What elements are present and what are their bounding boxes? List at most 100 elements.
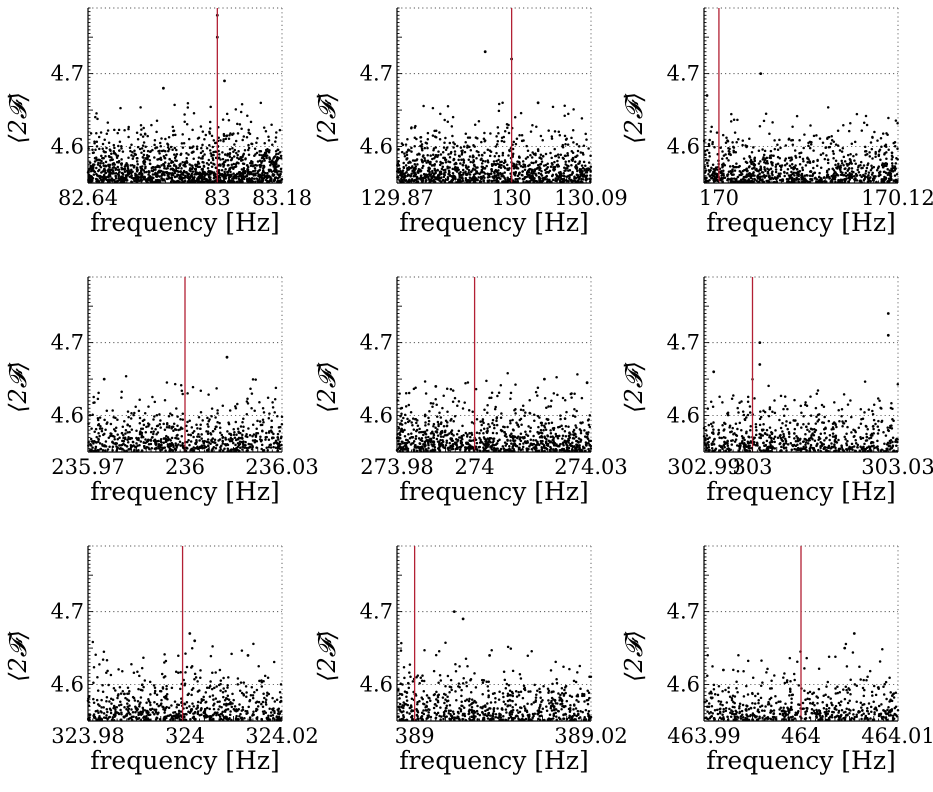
- data-point: [506, 439, 509, 442]
- data-point: [110, 152, 113, 156]
- data-point: [404, 392, 408, 395]
- data-point: [198, 439, 201, 442]
- data-point: [143, 411, 147, 415]
- data-point: [532, 172, 535, 175]
- data-point: [155, 130, 158, 134]
- data-point: [416, 153, 419, 156]
- data-point: [769, 149, 773, 153]
- data-point: [885, 162, 889, 165]
- data-point: [883, 144, 887, 148]
- data-point: [262, 411, 266, 414]
- data-point: [173, 175, 177, 179]
- data-point: [162, 178, 166, 182]
- data-point: [464, 382, 467, 385]
- data-point: [229, 433, 233, 437]
- data-point: [254, 378, 257, 381]
- x-axis-label: frequency [Hz]: [90, 208, 280, 237]
- data-point: [407, 161, 410, 165]
- data-point: [574, 155, 577, 159]
- scatter-points: [395, 371, 593, 453]
- data-point: [169, 145, 173, 149]
- data-point: [798, 155, 802, 159]
- data-point: [447, 448, 450, 452]
- data-point: [802, 146, 805, 150]
- data-point: [452, 146, 455, 149]
- data-point: [825, 154, 828, 157]
- data-point: [496, 394, 499, 398]
- data-point: [439, 435, 443, 438]
- data-point: [714, 179, 717, 182]
- data-point: [585, 171, 589, 174]
- data-point: [544, 152, 548, 156]
- data-point: [189, 440, 193, 443]
- data-point: [162, 441, 165, 444]
- data-point: [745, 169, 749, 173]
- data-point: [434, 426, 437, 430]
- data-point: [843, 160, 847, 163]
- data-point: [104, 155, 107, 158]
- data-point: [167, 149, 170, 153]
- data-point: [455, 441, 458, 445]
- data-point: [808, 146, 812, 150]
- data-point: [753, 156, 757, 159]
- data-point: [253, 147, 257, 151]
- data-point: [427, 435, 430, 439]
- data-point: [730, 112, 733, 116]
- data-point: [130, 143, 133, 146]
- data-point: [270, 123, 273, 126]
- data-point: [259, 423, 263, 427]
- data-point: [515, 177, 519, 181]
- data-point: [185, 429, 189, 433]
- data-point: [864, 172, 867, 175]
- data-point: [423, 146, 427, 150]
- data-point: [564, 167, 568, 170]
- data-point: [547, 405, 550, 408]
- data-point: [126, 169, 129, 173]
- data-point: [118, 170, 121, 174]
- data-point: [460, 149, 463, 153]
- data-point: [544, 171, 548, 174]
- data-point: [519, 164, 523, 168]
- data-point: [502, 140, 506, 143]
- x-tick-label: 83: [204, 186, 231, 210]
- data-point: [464, 132, 468, 135]
- data-point: [410, 172, 413, 176]
- data-point: [787, 156, 791, 160]
- data-point: [238, 178, 241, 182]
- data-point: [221, 118, 225, 121]
- data-point: [427, 160, 431, 164]
- data-point: [235, 172, 239, 176]
- data-point: [262, 421, 265, 424]
- data-point: [572, 179, 575, 183]
- data-point: [435, 437, 439, 441]
- data-point: [469, 149, 473, 152]
- data-point: [422, 104, 425, 108]
- x-axis-label: frequency [Hz]: [90, 477, 280, 506]
- data-point: [494, 405, 497, 409]
- data-point: [261, 429, 264, 433]
- data-point: [264, 152, 268, 155]
- data-point: [480, 157, 483, 160]
- data-point: [210, 407, 214, 410]
- data-point: [151, 148, 154, 152]
- data-point: [194, 171, 198, 175]
- data-point: [128, 425, 132, 428]
- data-point: [236, 122, 239, 126]
- data-point: [795, 168, 799, 171]
- data-point: [152, 418, 155, 421]
- data-point: [273, 411, 276, 414]
- data-point: [553, 160, 556, 164]
- data-point: [501, 153, 505, 157]
- data-point: [826, 137, 829, 141]
- data-point: [410, 432, 413, 435]
- data-point: [208, 120, 212, 124]
- data-point: [789, 174, 793, 177]
- data-point: [109, 149, 112, 153]
- data-point: [153, 400, 157, 404]
- data-point: [540, 424, 544, 427]
- data-point: [137, 436, 140, 440]
- y-tick-label: 4.6: [51, 135, 84, 159]
- data-point: [222, 134, 226, 138]
- data-point: [147, 173, 150, 176]
